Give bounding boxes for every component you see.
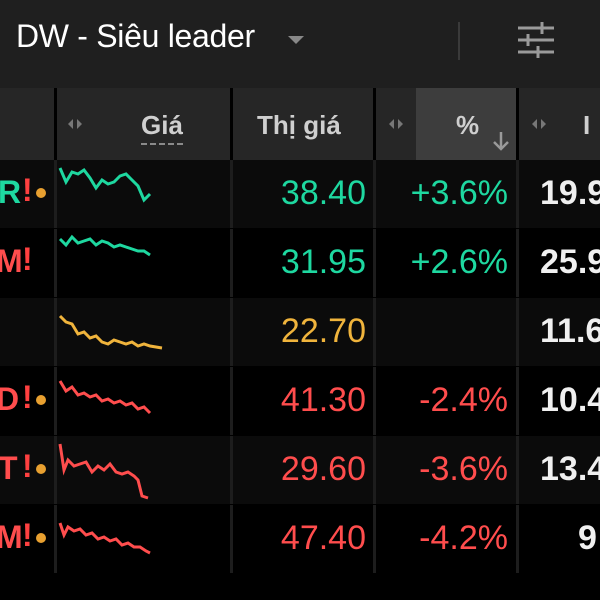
chevron-down-icon[interactable] — [288, 36, 304, 44]
sort-diamond-icon[interactable] — [531, 116, 547, 132]
symbol-label: T — [0, 450, 18, 486]
divider — [230, 88, 233, 160]
sort-down-arrow-icon — [493, 132, 509, 151]
watchlist-header: DW - Siêu leader — [0, 0, 600, 88]
divider — [458, 22, 460, 60]
symbol-label: R — [0, 174, 22, 210]
column-label: I — [583, 110, 591, 140]
divider — [373, 436, 376, 504]
warning-flag: ! — [22, 448, 33, 484]
table-row[interactable]: D ! 41.30 -2.4% 10.4 — [0, 367, 600, 435]
sort-diamond-icon[interactable] — [388, 116, 404, 132]
column-header-gia[interactable]: Giá — [57, 88, 230, 160]
status-dot — [36, 464, 46, 474]
sparkline-chart — [58, 380, 152, 415]
divider — [516, 229, 519, 297]
warning-flag: ! — [22, 379, 33, 415]
divider — [516, 160, 519, 228]
symbol-label: M — [0, 243, 23, 279]
divider — [373, 160, 376, 228]
sparkline-chart — [58, 443, 149, 500]
divider — [54, 229, 57, 297]
price-value: 29.60 — [280, 450, 366, 488]
table-header: Giá Thị giá % I — [0, 88, 600, 160]
status-dot — [36, 395, 46, 405]
warning-flag: ! — [22, 517, 33, 553]
divider — [373, 298, 376, 366]
warning-flag: ! — [22, 241, 33, 277]
column-header-next[interactable]: I — [519, 88, 600, 160]
divider — [230, 505, 233, 573]
divider — [54, 160, 57, 228]
divider — [54, 298, 57, 366]
warning-flag: ! — [22, 172, 33, 208]
table-row[interactable]: T ! 29.60 -3.6% 13.4 — [0, 436, 600, 504]
symbol-label: M — [0, 519, 23, 555]
divider — [373, 367, 376, 435]
column-header-thi-gia[interactable]: Thị giá — [233, 88, 373, 160]
column-header-pct-handle[interactable] — [376, 88, 416, 160]
divider — [54, 505, 57, 573]
status-dot — [36, 533, 46, 543]
divider — [516, 367, 519, 435]
column-label: Thị giá — [257, 110, 341, 140]
sparkline-chart — [58, 522, 151, 555]
sparkline-chart — [58, 167, 152, 203]
column-label: % — [456, 110, 480, 140]
divider — [516, 436, 519, 504]
volume-value: 11.6 — [540, 312, 600, 350]
divider — [230, 367, 233, 435]
change-percent: -3.6% — [419, 450, 508, 488]
table-row[interactable]: 22.70 11.6 — [0, 298, 600, 366]
change-percent: +2.6% — [410, 243, 508, 281]
price-value: 31.95 — [280, 243, 366, 281]
column-label: Giá — [141, 110, 183, 145]
table-row[interactable]: M ! 31.95 +2.6% 25.9 — [0, 229, 600, 297]
divider — [373, 505, 376, 573]
divider — [230, 160, 233, 228]
change-percent: -2.4% — [419, 381, 508, 419]
divider — [230, 298, 233, 366]
divider — [373, 229, 376, 297]
column-header-symbol[interactable] — [0, 88, 54, 160]
table-row[interactable]: M ! 47.40 -4.2% 9 — [0, 505, 600, 573]
status-dot — [36, 188, 46, 198]
filter-sliders-icon[interactable] — [514, 18, 558, 62]
divider — [54, 88, 57, 160]
divider — [230, 436, 233, 504]
divider — [516, 298, 519, 366]
divider — [373, 88, 376, 160]
price-value: 47.40 — [280, 519, 366, 557]
volume-value: 9 — [578, 519, 597, 557]
price-value: 22.70 — [280, 312, 366, 350]
divider — [54, 367, 57, 435]
watchlist-title[interactable]: DW - Siêu leader — [16, 18, 255, 54]
sort-diamond-icon[interactable] — [67, 116, 83, 132]
price-value: 41.30 — [280, 381, 366, 419]
column-header-pct[interactable]: % — [416, 88, 516, 160]
symbol-label: D — [0, 381, 20, 417]
volume-value: 19.9 — [540, 174, 600, 212]
sparkline-chart — [58, 314, 163, 350]
volume-value: 10.4 — [540, 381, 600, 419]
divider — [516, 88, 519, 160]
price-value: 38.40 — [280, 174, 366, 212]
change-percent: -4.2% — [419, 519, 508, 557]
sparkline-chart — [58, 234, 151, 257]
divider — [516, 505, 519, 573]
change-percent: +3.6% — [410, 174, 508, 212]
divider — [230, 229, 233, 297]
volume-value: 25.9 — [540, 243, 600, 281]
divider — [54, 436, 57, 504]
table-row[interactable]: R ! 38.40 +3.6% 19.9 — [0, 160, 600, 228]
volume-value: 13.4 — [540, 450, 600, 488]
